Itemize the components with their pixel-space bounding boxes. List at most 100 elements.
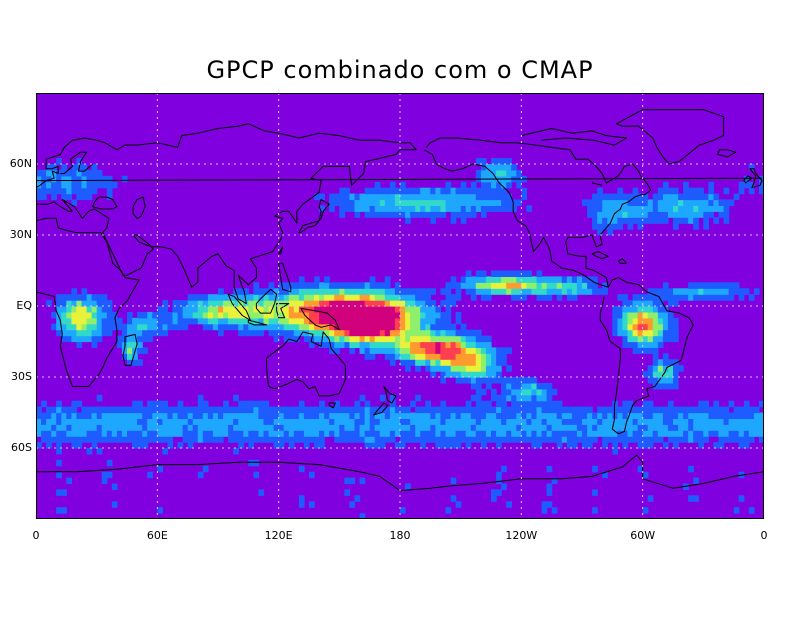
precip-cell: [278, 282, 320, 289]
precip-cell: [667, 365, 674, 372]
precip-cell: [516, 169, 522, 177]
precip-cell: [480, 365, 487, 372]
coastline: [591, 251, 609, 260]
precip-cell: [723, 418, 730, 425]
precip-cell: [278, 306, 290, 313]
precip-cell: [364, 430, 381, 437]
precip-cell: [526, 205, 533, 212]
precip-cell: [526, 282, 538, 289]
precip-cell: [491, 394, 507, 402]
precip-cell: [66, 412, 72, 419]
precip-cell: [137, 341, 143, 348]
precip-cell: [602, 418, 634, 425]
precip-cell: [662, 193, 679, 201]
precip-cell: [101, 477, 108, 485]
precip-cell: [632, 317, 639, 325]
precip-cell: [425, 205, 431, 212]
precip-cell: [496, 353, 507, 360]
precip-cell: [667, 400, 674, 408]
precip-cell: [364, 436, 376, 443]
precip-cell: [632, 347, 659, 354]
precip-cell: [455, 501, 462, 508]
precip-cell: [521, 430, 527, 437]
precip-cell: [36, 175, 42, 183]
precip-cell: [713, 400, 720, 408]
precip-cell: [101, 317, 123, 325]
precip-cell: [374, 436, 396, 443]
precip-cell: [71, 288, 78, 295]
precip-cell: [602, 436, 664, 443]
precip-cell: [738, 495, 745, 502]
precip-cell: [314, 294, 320, 301]
precip-cell: [319, 341, 335, 348]
precip-cell: [137, 335, 153, 343]
precip-cell: [592, 193, 649, 201]
precip-cell: [298, 294, 305, 301]
precip-cell: [546, 465, 553, 473]
precip-cell: [647, 323, 654, 331]
precip-cell: [506, 382, 512, 390]
precip-cell: [501, 181, 507, 189]
precip-cell: [607, 217, 618, 224]
precip-cell: [273, 288, 280, 295]
precip-cell: [475, 424, 517, 431]
precip-cell: [162, 448, 169, 455]
precip-cell: [202, 300, 209, 307]
precip-cell: [66, 323, 77, 331]
precip-cell: [652, 323, 664, 331]
precip-cell: [56, 471, 62, 479]
precip-cell: [389, 394, 396, 402]
precip-cell: [445, 430, 457, 437]
precip-cell: [71, 311, 93, 319]
precip-cell: [172, 317, 179, 325]
precip-cell: [96, 448, 103, 455]
precip-cell: [182, 430, 199, 437]
precip-cell: [253, 288, 275, 295]
precip-cell: [546, 489, 553, 496]
precip-cell: [693, 205, 699, 212]
precip-cell: [647, 335, 654, 343]
precip-cell: [101, 412, 143, 419]
precip-cell: [86, 430, 103, 437]
map-frame: [36, 93, 764, 519]
precip-cell: [627, 323, 634, 331]
precip-cell: [587, 424, 593, 431]
precip-cell: [36, 442, 42, 449]
precip-cell: [202, 465, 209, 473]
precip-cell: [698, 442, 704, 449]
precip-cell: [142, 412, 153, 419]
precip-cell: [440, 353, 457, 360]
precip-cell: [511, 388, 522, 396]
precip-cell: [197, 400, 209, 408]
precip-cell: [127, 317, 133, 325]
precip-cell: [425, 323, 431, 331]
precip-cell: [384, 288, 396, 295]
precip-cell: [127, 341, 138, 348]
precip-cell: [450, 217, 457, 224]
precip-cell: [394, 317, 401, 325]
precip-cell: [238, 442, 244, 449]
precip-cell: [415, 430, 421, 437]
precip-cell: [673, 365, 684, 372]
precip-cell: [329, 412, 350, 419]
precip-cell: [329, 430, 335, 437]
precip-cell: [632, 418, 639, 425]
precip-cell: [460, 205, 467, 212]
precip-cell: [400, 323, 406, 331]
precip-cell: [354, 211, 361, 218]
precip-cell: [607, 412, 613, 419]
precip-cell: [501, 382, 507, 390]
precip-cell: [435, 412, 442, 419]
precip-cell: [733, 193, 740, 201]
precip-cell: [157, 430, 184, 437]
coastline: [424, 137, 652, 288]
precip-cell: [283, 412, 300, 419]
precip-cell: [420, 306, 436, 313]
precip-cell: [465, 205, 472, 212]
precip-cell: [480, 347, 487, 354]
precip-cell: [612, 329, 618, 337]
lon-tick-label: 0: [32, 529, 40, 542]
precip-cell: [440, 371, 447, 378]
precip-cell: [334, 341, 345, 348]
precip-cell: [374, 335, 396, 343]
